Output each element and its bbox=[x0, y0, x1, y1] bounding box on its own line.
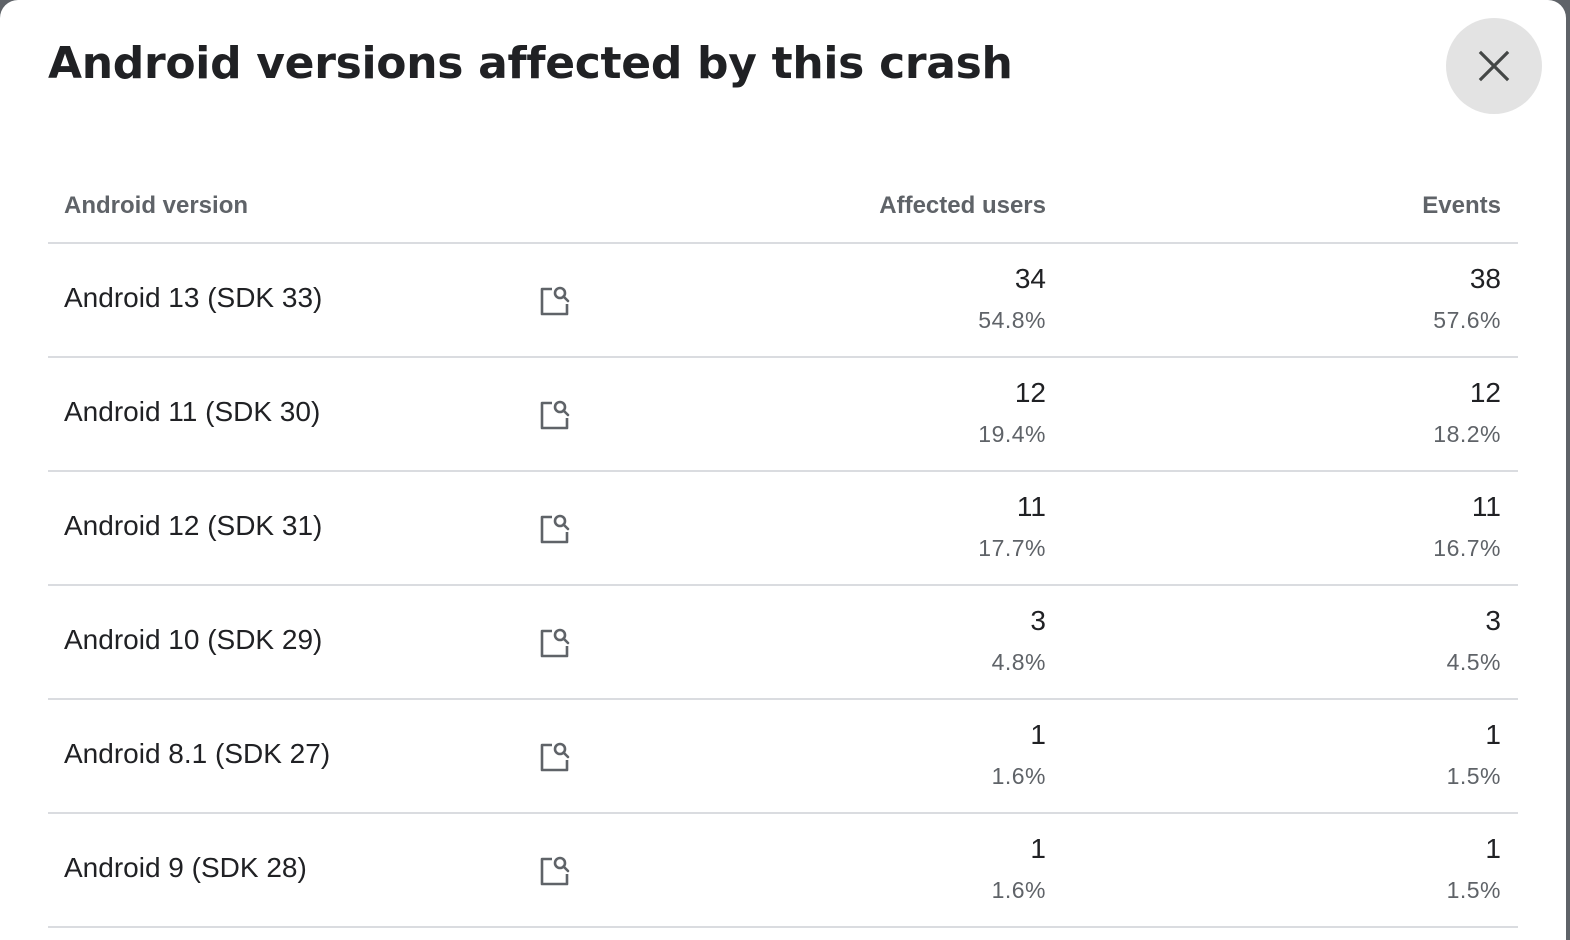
affected-users-count: 1 bbox=[1030, 833, 1046, 864]
affected-users-cell: 34 54.8% bbox=[978, 262, 1046, 334]
affected-users-cell: 11 17.7% bbox=[978, 490, 1046, 562]
table-row: Android 9 (SDK 28) 1 1.6% 1 1.5% bbox=[48, 814, 1518, 928]
filter-search-icon[interactable] bbox=[538, 512, 572, 546]
versions-table: Android version Affected users Events An… bbox=[48, 170, 1518, 928]
filter-search-icon[interactable] bbox=[538, 284, 572, 318]
events-percent: 1.5% bbox=[1446, 763, 1501, 789]
events-percent: 18.2% bbox=[1433, 421, 1501, 447]
affected-users-cell: 1 1.6% bbox=[992, 832, 1046, 904]
events-count: 11 bbox=[1471, 491, 1501, 522]
events-count: 12 bbox=[1469, 377, 1501, 408]
affected-users-percent: 17.7% bbox=[978, 535, 1046, 561]
table-row: Android 12 (SDK 31) 11 17.7% 11 16.7% bbox=[48, 472, 1518, 586]
table-row: Android 8.1 (SDK 27) 1 1.6% 1 1.5% bbox=[48, 700, 1518, 814]
affected-users-percent: 1.6% bbox=[991, 763, 1046, 789]
affected-users-cell: 3 4.8% bbox=[992, 604, 1046, 676]
affected-users-percent: 54.8% bbox=[978, 307, 1046, 333]
table-row: Android 13 (SDK 33) 34 54.8% 38 57.6% bbox=[48, 244, 1518, 358]
affected-users-cell: 1 1.6% bbox=[992, 718, 1046, 790]
affected-users-count: 1 bbox=[1030, 719, 1046, 750]
affected-users-count: 34 bbox=[1014, 263, 1046, 294]
android-version-label: Android 11 (SDK 30) bbox=[64, 396, 321, 427]
close-icon bbox=[1478, 50, 1510, 82]
affected-users-percent: 1.6% bbox=[991, 877, 1046, 903]
events-percent: 1.5% bbox=[1446, 877, 1501, 903]
table-header: Android version Affected users Events bbox=[48, 170, 1518, 244]
filter-search-icon[interactable] bbox=[538, 398, 572, 432]
column-header-affected-users[interactable]: Affected users bbox=[879, 192, 1046, 219]
events-cell: 1 1.5% bbox=[1447, 832, 1501, 904]
events-count: 38 bbox=[1469, 263, 1501, 294]
column-header-events[interactable]: Events bbox=[1422, 192, 1501, 219]
events-cell: 11 16.7% bbox=[1433, 490, 1501, 562]
filter-search-icon[interactable] bbox=[538, 854, 572, 888]
events-cell: 12 18.2% bbox=[1433, 376, 1501, 448]
events-percent: 16.7% bbox=[1433, 535, 1501, 561]
events-cell: 3 4.5% bbox=[1447, 604, 1501, 676]
events-cell: 1 1.5% bbox=[1447, 718, 1501, 790]
filter-search-icon[interactable] bbox=[538, 740, 572, 774]
close-button[interactable] bbox=[1446, 18, 1542, 114]
events-percent: 4.5% bbox=[1446, 649, 1501, 675]
android-version-label: Android 10 (SDK 29) bbox=[64, 624, 323, 655]
affected-users-count: 3 bbox=[1030, 605, 1046, 636]
column-header-android-version[interactable]: Android version bbox=[64, 192, 249, 219]
affected-users-count: 12 bbox=[1014, 377, 1046, 408]
affected-users-cell: 12 19.4% bbox=[978, 376, 1046, 448]
affected-users-percent: 4.8% bbox=[991, 649, 1046, 675]
android-version-label: Android 13 (SDK 33) bbox=[64, 282, 323, 313]
events-percent: 57.6% bbox=[1433, 307, 1501, 333]
events-count: 1 bbox=[1485, 719, 1501, 750]
filter-search-icon[interactable] bbox=[538, 626, 572, 660]
events-count: 3 bbox=[1485, 605, 1501, 636]
dialog-title: Android versions affected by this crash bbox=[48, 38, 1013, 89]
android-version-label: Android 9 (SDK 28) bbox=[64, 852, 307, 883]
events-count: 1 bbox=[1485, 833, 1501, 864]
affected-users-count: 11 bbox=[1016, 491, 1046, 522]
android-version-label: Android 12 (SDK 31) bbox=[64, 510, 323, 541]
android-version-label: Android 8.1 (SDK 27) bbox=[64, 738, 331, 769]
table-row: Android 11 (SDK 30) 12 19.4% 12 18.2% bbox=[48, 358, 1518, 472]
events-cell: 38 57.6% bbox=[1433, 262, 1501, 334]
table-row: Android 10 (SDK 29) 3 4.8% 3 4.5% bbox=[48, 586, 1518, 700]
affected-users-percent: 19.4% bbox=[978, 421, 1046, 447]
